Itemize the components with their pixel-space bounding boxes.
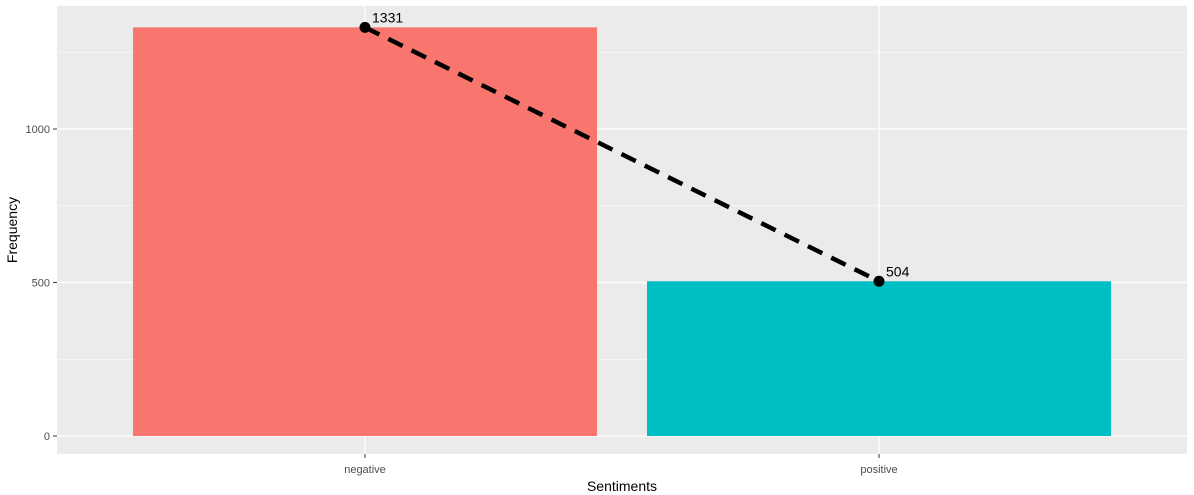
bars xyxy=(133,27,1111,437)
y-axis-title: Frequency xyxy=(4,197,20,263)
y-tick-label: 1000 xyxy=(26,124,50,136)
y-tick-label: 0 xyxy=(44,431,50,443)
bar-positive xyxy=(647,281,1111,436)
x-axis: negative positive xyxy=(344,454,898,476)
data-label: 1331 xyxy=(372,9,403,25)
overlay-point xyxy=(359,21,371,33)
x-tick-label: negative xyxy=(344,464,386,476)
data-label: 504 xyxy=(886,263,910,279)
overlay-dashed-line xyxy=(364,25,880,284)
bar-negative xyxy=(133,27,597,437)
y-axis: 0 500 1000 xyxy=(26,124,57,443)
y-tick-label: 500 xyxy=(32,278,50,290)
x-axis-title: Sentiments xyxy=(587,478,657,494)
x-tick-label: positive xyxy=(860,464,897,476)
overlay-line: 1331 504 xyxy=(359,9,910,287)
overlay-point xyxy=(873,275,885,287)
